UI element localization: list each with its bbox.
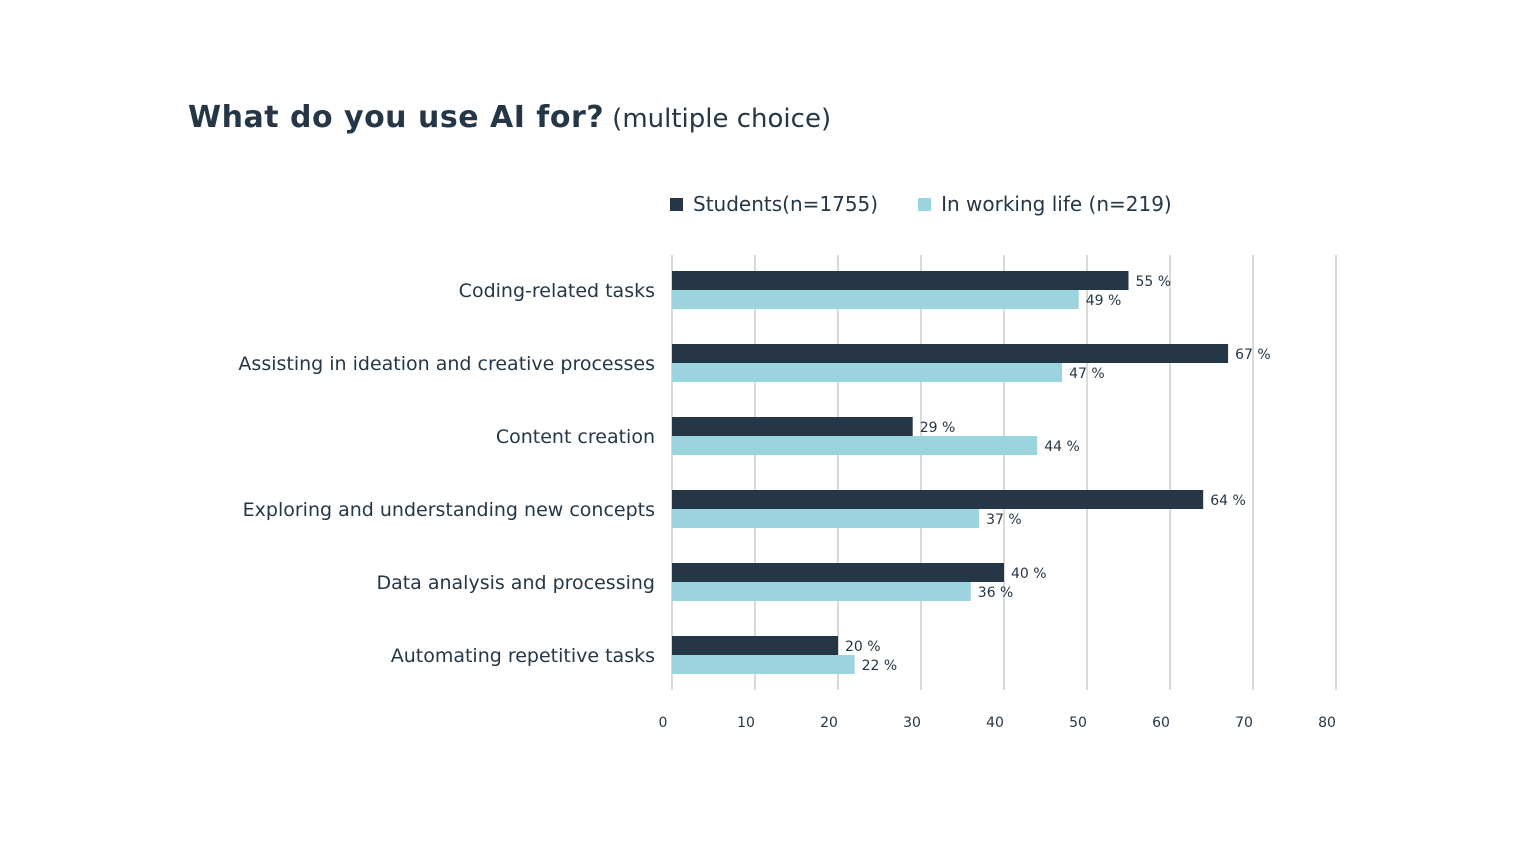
x-tick-label: 10 [737, 715, 755, 731]
x-tick-label: 60 [1152, 715, 1170, 731]
data-label: 47 % [1069, 366, 1105, 382]
data-label: 55 % [1136, 274, 1172, 290]
legend-item-working: In working life (n=219) [918, 192, 1172, 216]
data-label: 36 % [978, 585, 1014, 601]
bar-working [672, 436, 1038, 455]
data-label: 29 % [920, 420, 956, 436]
legend-swatch-working [918, 197, 932, 211]
title-subtitle: (multiple choice) [612, 104, 832, 134]
data-label: 67 % [1235, 347, 1271, 363]
x-tick-label: 0 [659, 715, 668, 731]
category-label: Data analysis and processing [376, 572, 655, 594]
data-label: 37 % [986, 512, 1022, 528]
data-label: 49 % [1086, 293, 1122, 309]
chart-title: What do you use AI for? (multiple choice) [188, 100, 831, 135]
bar-students [672, 271, 1129, 290]
data-label: 44 % [1044, 439, 1080, 455]
x-tick-label: 20 [820, 715, 838, 731]
x-tick-label: 30 [903, 715, 921, 731]
x-tick-label: 40 [986, 715, 1004, 731]
category-label: Coding-related tasks [459, 280, 655, 302]
title-main: What do you use AI for? [188, 100, 605, 135]
legend: Students(n=1755) In working life (n=219) [670, 192, 1172, 216]
category-label: Content creation [496, 426, 655, 448]
data-label: 22 % [862, 658, 898, 674]
bar-working [672, 509, 980, 528]
x-tick-label: 80 [1318, 715, 1336, 731]
data-label: 20 % [845, 639, 881, 655]
legend-swatch-students [670, 197, 683, 211]
legend-label-working: In working life (n=219) [941, 192, 1172, 216]
data-label: 64 % [1210, 493, 1246, 509]
legend-label-students: Students(n=1755) [693, 192, 879, 216]
bar-students [672, 417, 913, 436]
bar-working [672, 363, 1063, 382]
bar-students [672, 636, 838, 655]
category-label: Automating repetitive tasks [391, 645, 655, 667]
bar-working [672, 582, 971, 601]
data-label: 40 % [1011, 566, 1047, 582]
bar-working [672, 655, 855, 674]
x-tick-label: 50 [1069, 715, 1087, 731]
bar-students [672, 563, 1004, 582]
category-label: Assisting in ideation and creative proce… [238, 353, 655, 375]
x-tick-label: 70 [1235, 715, 1253, 731]
bar-students [672, 344, 1229, 363]
bar-students [672, 490, 1204, 509]
bar-working [672, 290, 1079, 309]
category-label: Exploring and understanding new concepts [243, 499, 655, 521]
legend-item-students: Students(n=1755) [670, 192, 878, 216]
